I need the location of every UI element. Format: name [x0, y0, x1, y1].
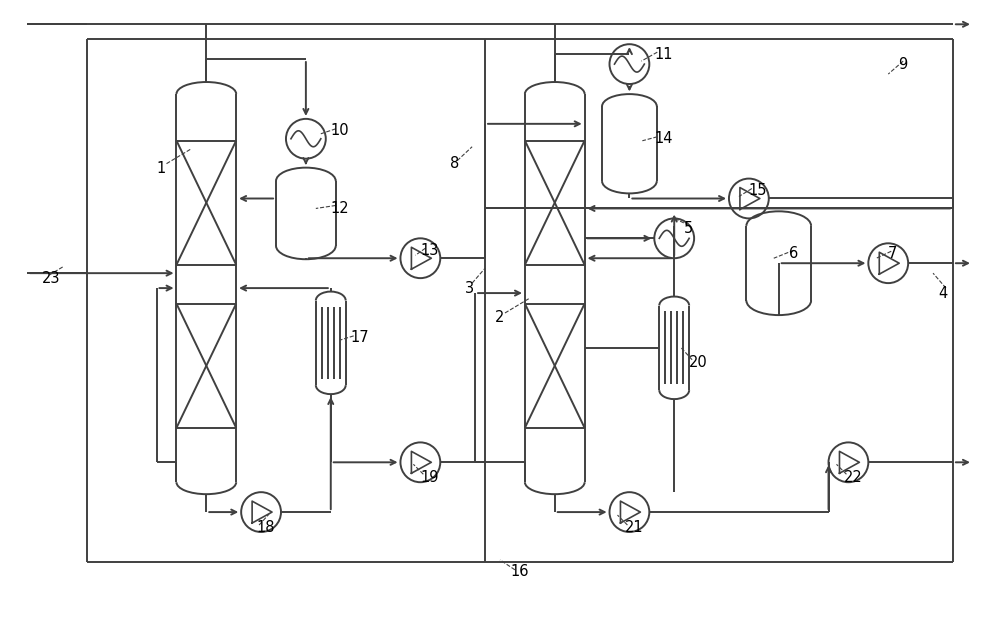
Text: 1: 1 — [157, 161, 166, 176]
Text: 3: 3 — [465, 281, 474, 295]
Text: 9: 9 — [898, 57, 907, 72]
Text: 10: 10 — [331, 124, 349, 138]
Text: 20: 20 — [689, 355, 708, 370]
Text: 2: 2 — [495, 310, 504, 326]
Text: 7: 7 — [888, 246, 898, 261]
Text: 5: 5 — [684, 221, 693, 236]
Text: 18: 18 — [256, 520, 275, 535]
Text: 19: 19 — [420, 470, 439, 485]
Text: 21: 21 — [624, 520, 643, 535]
Text: 16: 16 — [510, 564, 528, 579]
Text: 8: 8 — [450, 156, 459, 171]
Text: 4: 4 — [938, 286, 947, 300]
Text: 6: 6 — [789, 246, 798, 261]
Text: 23: 23 — [42, 271, 61, 286]
Text: 17: 17 — [351, 331, 369, 345]
Text: 13: 13 — [420, 243, 439, 258]
Text: 12: 12 — [331, 201, 349, 216]
Text: 22: 22 — [843, 470, 862, 485]
Text: 15: 15 — [749, 183, 767, 198]
Text: 14: 14 — [654, 131, 673, 146]
Text: 11: 11 — [654, 46, 673, 62]
